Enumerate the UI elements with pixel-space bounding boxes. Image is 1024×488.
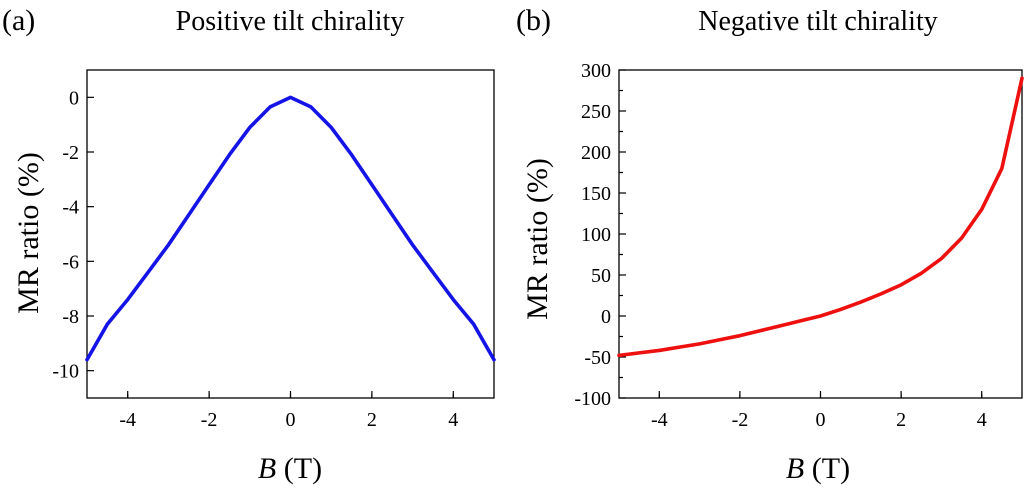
panel-b-letter: (b) — [516, 4, 551, 37]
panel-1-x-tick-label: -2 — [732, 409, 749, 431]
panel-b-xlabel: B (T) — [786, 452, 850, 485]
panel-0-y-tick-label: -10 — [52, 361, 79, 383]
panel-a-xlabel-var: B — [258, 452, 276, 485]
panel-b-xlabel-unit: (T) — [804, 452, 850, 485]
panel-1-x-tick-label: -4 — [651, 409, 668, 431]
panel-b-ylabel: MR ratio (%) — [521, 158, 554, 320]
panel-b-title: Negative tilt chirality — [698, 6, 937, 37]
panel-a-title: Positive tilt chirality — [176, 6, 405, 37]
panel-1-x-tick-label: 0 — [816, 409, 826, 431]
panel-0-series-line — [85, 95, 496, 362]
panel-1-x-tick-label: 4 — [977, 409, 987, 431]
panel-1-y-tick-label: 150 — [581, 183, 611, 205]
panel-0-y-tick-label: -2 — [62, 142, 79, 164]
panel-0-y-tick-label: -8 — [62, 306, 79, 328]
panel-a-letter: (a) — [2, 4, 35, 37]
panel-b-xlabel-var: B — [786, 452, 804, 485]
panel-1-y-tick-label: 50 — [591, 265, 611, 287]
panel-0-plot-frame — [86, 69, 495, 399]
panel-0-x-tick-label: -4 — [119, 409, 136, 431]
panel-a-xlabel-unit: (T) — [276, 452, 322, 485]
panel-0-y-tick-label: 0 — [69, 87, 79, 109]
panel-a: (a) Positive tilt chirality MR ratio (%)… — [2, 4, 496, 485]
panel-b: (b) Negative tilt chirality MR ratio (%)… — [516, 4, 1024, 485]
panel-0-y-tick-label: -4 — [62, 197, 79, 219]
panel-1-y-tick-label: 0 — [601, 306, 611, 328]
panel-a-plot: -4 -2 0 2 4 0 -2 -4 -6 -8 -10 — [52, 69, 496, 431]
panel-0-y-tick-label: -6 — [62, 251, 79, 273]
panel-b-plot: -4 -2 0 2 4 300 250 200 150 100 50 0 -50 -100 — [574, 60, 1024, 431]
panel-0-x-tick-label: 4 — [448, 409, 458, 431]
panel-a-xlabel: B (T) — [258, 452, 322, 485]
panel-1-y-tick-label: -100 — [574, 388, 611, 410]
panel-1-y-tick-label: 100 — [581, 224, 611, 246]
panel-0-x-tick-label: -2 — [201, 409, 218, 431]
panel-a-ylabel: MR ratio (%) — [12, 152, 45, 314]
panel-1-y-tick-label: -50 — [584, 347, 611, 369]
panel-1-y-tick-label: 200 — [581, 142, 611, 164]
panel-1-y-tick-label: 300 — [581, 60, 611, 82]
panel-0-x-tick-label: 2 — [367, 409, 377, 431]
panel-0-x-tick-label: 0 — [286, 409, 296, 431]
panel-1-x-tick-label: 2 — [896, 409, 906, 431]
panel-1-y-tick-label: 250 — [581, 101, 611, 123]
panel-1-series-line — [617, 76, 1024, 358]
